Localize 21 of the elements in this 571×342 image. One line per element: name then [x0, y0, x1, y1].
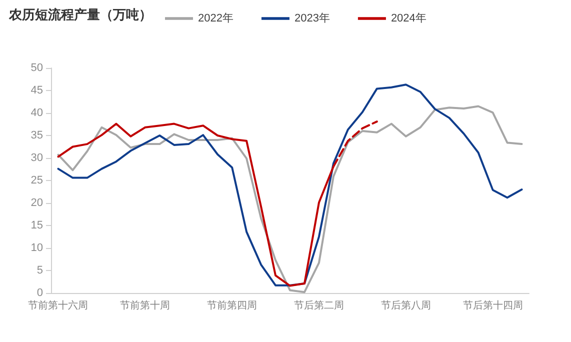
x-tick-label: 节后第十四周: [462, 300, 523, 312]
y-tick-label: 15: [30, 220, 43, 232]
y-tick-label: 20: [30, 197, 43, 209]
y-tick-label: 50: [30, 62, 43, 74]
legend-label: 2023年: [294, 12, 330, 24]
y-tick-label: 45: [30, 84, 43, 96]
y-tick-label: 0: [36, 287, 43, 299]
x-tick-label: 节后第八周: [380, 300, 431, 312]
x-tick-label: 节前第十六周: [28, 300, 88, 312]
x-tick-label: 节前第四周: [207, 300, 258, 312]
y-tick-label: 10: [30, 242, 43, 254]
x-tick-label: 节后第二周: [294, 300, 344, 312]
y-tick-label: 35: [30, 130, 43, 142]
legend-label: 2022年: [198, 12, 234, 24]
y-tick-label: 30: [30, 152, 43, 164]
chart-title: 农历短流程产量（万吨）: [8, 7, 152, 23]
y-tick-label: 25: [30, 174, 43, 186]
y-tick-label: 5: [36, 264, 43, 276]
x-tick-label: 节前第十周: [120, 300, 170, 312]
y-tick-label: 40: [30, 107, 43, 119]
legend-label: 2024年: [390, 12, 426, 24]
